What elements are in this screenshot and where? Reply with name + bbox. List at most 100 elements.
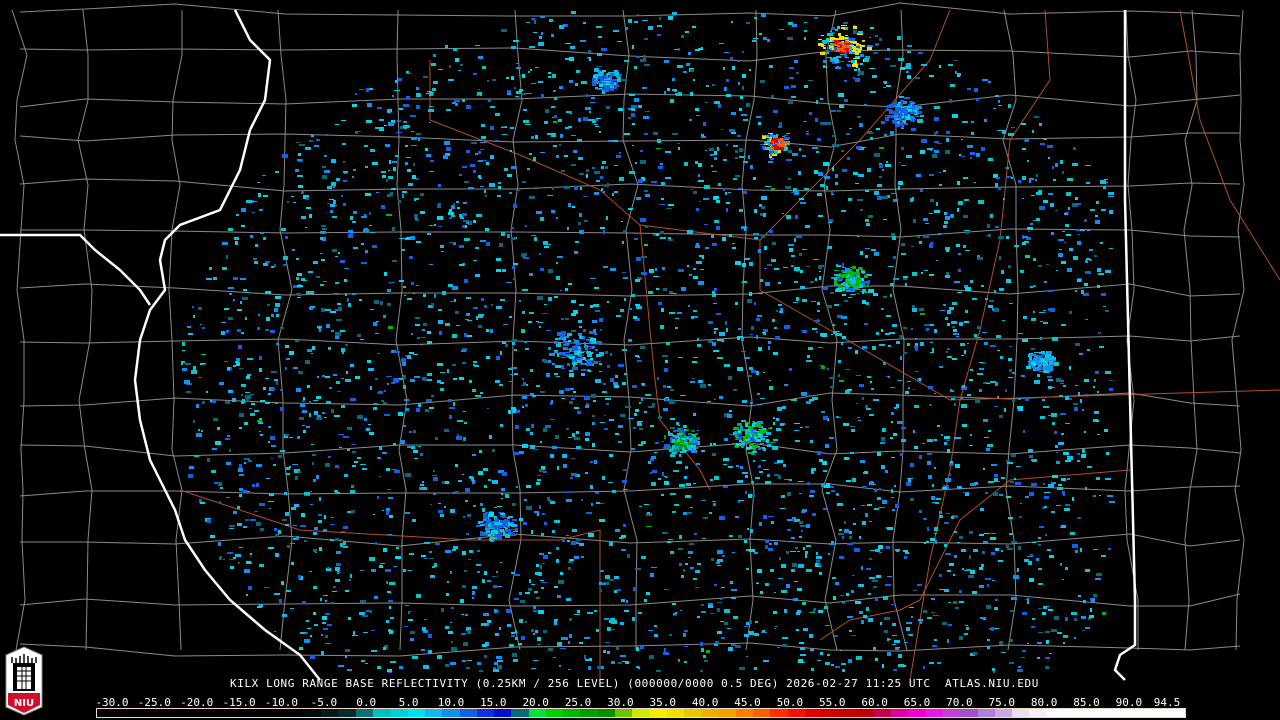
echo (806, 131, 809, 132)
echo (1048, 484, 1054, 488)
echo (348, 617, 351, 620)
echo (953, 574, 955, 576)
echo (222, 267, 227, 270)
echo (459, 174, 462, 176)
echo (1022, 198, 1024, 199)
echo (393, 167, 396, 171)
echo (679, 454, 681, 457)
echo (984, 342, 988, 345)
echo (777, 146, 779, 150)
echo (454, 299, 456, 302)
echo (1011, 177, 1013, 179)
echo (338, 665, 344, 667)
echo (461, 633, 466, 635)
echo (555, 365, 561, 368)
echo (905, 391, 909, 394)
echo (389, 282, 395, 283)
echo (1078, 392, 1080, 396)
echo (583, 22, 586, 24)
echo (747, 434, 752, 438)
echo (590, 278, 596, 279)
echo (1022, 176, 1026, 180)
echo (923, 666, 925, 669)
echo (1052, 337, 1058, 341)
echo (604, 428, 608, 430)
echo (310, 504, 313, 505)
echo (494, 525, 498, 529)
echo (866, 408, 871, 410)
echo (445, 153, 450, 156)
echo (695, 437, 698, 438)
echo (885, 58, 890, 60)
echo (868, 618, 873, 622)
echo (738, 501, 740, 503)
echo (944, 221, 948, 224)
echo (306, 620, 309, 622)
echo (337, 303, 341, 305)
echo (225, 401, 230, 404)
echo (246, 399, 249, 402)
echo (600, 589, 602, 592)
echo (717, 565, 721, 566)
echo (442, 291, 446, 295)
echo (672, 511, 676, 513)
echo (468, 221, 472, 225)
echo (695, 433, 698, 435)
echo (382, 510, 384, 511)
echo (988, 305, 993, 308)
echo (278, 530, 281, 534)
echo (286, 358, 290, 360)
echo (367, 103, 372, 107)
echo (852, 289, 855, 292)
echo (1043, 361, 1048, 365)
echo (478, 56, 483, 59)
echo (979, 585, 984, 588)
echo (714, 196, 719, 199)
echo (678, 357, 683, 358)
echo (696, 463, 700, 465)
echo (872, 346, 876, 350)
echo (856, 46, 860, 48)
echo (1038, 544, 1041, 546)
echo (271, 371, 277, 373)
echo (693, 276, 698, 279)
echo (389, 606, 391, 609)
echo (514, 349, 517, 351)
echo (758, 122, 761, 125)
echo (293, 525, 297, 526)
echo (695, 161, 698, 164)
echo (1044, 506, 1047, 508)
echo (476, 564, 481, 566)
echo (1051, 232, 1054, 235)
echo (466, 533, 469, 535)
echo (883, 296, 887, 298)
echo (565, 352, 570, 353)
echo (551, 210, 555, 213)
echo (379, 476, 381, 477)
echo (1070, 532, 1075, 535)
echo (488, 514, 494, 517)
echo (654, 625, 657, 627)
echo (840, 45, 842, 48)
echo (312, 346, 315, 350)
echo (1019, 516, 1022, 518)
echo (588, 337, 593, 338)
echo (756, 439, 761, 442)
echo (552, 446, 557, 449)
echo (947, 639, 949, 643)
echo (523, 522, 527, 525)
echo (947, 570, 951, 572)
echo (788, 244, 794, 246)
echo (386, 468, 390, 471)
echo (1001, 550, 1003, 552)
echo (571, 11, 576, 14)
echo (601, 666, 604, 669)
echo (400, 126, 403, 129)
echo (932, 645, 937, 647)
echo (845, 283, 847, 284)
echo (937, 425, 940, 427)
echo (881, 465, 885, 469)
echo (316, 417, 322, 420)
echo (805, 551, 808, 554)
